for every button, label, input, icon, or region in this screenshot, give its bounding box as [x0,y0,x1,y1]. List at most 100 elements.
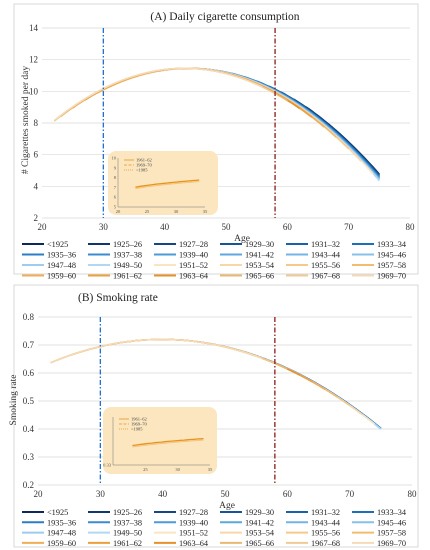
legend-label: 1961–62 [113,272,142,281]
inset-x-tick-label: 25 [145,209,150,214]
panel-b-y-tick-labels: 0.2 0.3 0.4 0.5 0.6 0.7 0.8 [23,312,35,490]
panel-a-x-axis-label: Age [234,234,250,244]
inset-legend-label: <1985 [131,427,143,432]
legend-label: 1933–34 [377,240,407,249]
inset-y-tick-label: 0.33 [103,463,112,468]
panel-b-legend: <1925 1925–26 1927–28 1929–30 1931–32 1933–34… [22,508,407,548]
legend-label: 1941–42 [245,251,274,260]
x-tick-label: 40 [160,222,170,232]
inset-y-tick-label: 5 [114,205,117,210]
y-tick-label: 0.7 [23,340,35,350]
legend-label: 1941–42 [245,518,274,527]
inset-y-tick-label: 9 [114,165,117,170]
y-tick-label: 8 [34,118,39,128]
legend-label: 1931–32 [311,240,340,249]
x-tick-label: 70 [344,222,354,232]
legend-label: 1925–26 [113,240,142,249]
panel-b-y-axis-label: Smoking rate [9,375,19,426]
inset-curve [135,179,200,188]
legend-label: 1947–48 [47,529,76,538]
inset-y-tick-label: 8 [114,175,117,180]
x-tick-label: 60 [283,489,293,499]
inset-legend-label: 1969–70 [131,422,148,427]
legend-label: 1955–56 [311,529,340,538]
inset-x-tick-label: 30 [174,209,179,214]
y-tick-label: 10 [29,86,39,96]
inset-y-tick-label: 7 [114,185,117,190]
legend-label: 1957–58 [377,261,406,270]
inset-x-tick-label: 20 [116,209,121,214]
inset-y-tick-label: 6 [114,195,117,200]
legend-label: 1959–60 [47,539,76,548]
legend-label: 1933–34 [377,508,407,517]
legend-label: 1951–52 [179,529,208,538]
legend-label: 1939–40 [179,251,208,260]
legend-label: 1947–48 [47,261,76,270]
y-tick-label: 14 [29,23,39,33]
x-tick-label: 30 [99,222,109,232]
legend-label: 1929–30 [245,508,274,517]
legend-label: 1953–54 [245,529,275,538]
inset-curve-secondary [135,181,200,190]
x-tick-label: 60 [283,222,293,232]
inset-legend-label: 1961–62 [136,158,152,163]
legend-label: 1943–44 [311,518,341,527]
y-tick-label: 4 [34,181,39,191]
panel-a-title: (A) Daily cigarette consumption [150,11,299,23]
legend-label: 1945–46 [377,518,406,527]
inset-legend-label: 1969–70 [136,163,153,168]
legend-label: 1963–64 [179,539,209,548]
legend-label: 1961–62 [113,539,142,548]
panel-b-title: (B) Smoking rate [78,292,158,304]
legend-label: 1969–70 [377,272,406,281]
legend-label: 1969–70 [377,539,406,548]
panel-b-x-tick-labels: 20 30 40 50 60 70 80 [34,489,418,499]
legend-label: <1925 [47,508,68,517]
legend-label: 1955–56 [311,261,340,270]
legend-label: 1959–60 [47,272,76,281]
legend-label: 1949–50 [113,261,142,270]
x-tick-label: 70 [345,489,355,499]
y-tick-label: 12 [29,55,38,65]
legend-label: 1925–26 [113,508,142,517]
x-tick-label: 80 [408,489,418,499]
inset-curve-secondary [132,439,204,448]
legend-label: 1937–38 [113,518,142,527]
legend-label: 1935–36 [47,251,76,260]
legend-label: 1965–66 [245,272,274,281]
y-tick-label: 0.3 [23,452,35,462]
legend-label: 1965–66 [245,539,274,548]
legend-label: 1927–28 [179,508,208,517]
y-tick-label: 2 [34,213,39,223]
legend-label: 1943–44 [311,251,341,260]
x-tick-label: 80 [406,222,416,232]
legend-label: 1927–28 [179,240,208,249]
y-tick-label: 6 [34,150,39,160]
inset-legend-label: <1985 [136,168,148,173]
y-tick-label: 0.4 [23,424,35,434]
panel-a-series [53,67,380,182]
y-tick-label: 0.8 [23,312,35,322]
panel-b-reference-lines [99,317,276,485]
legend-label: 1953–54 [245,261,275,270]
panel-b: (B) Smoking rate 0.2 0.3 0.4 0.5 0.6 0.7 0.8 2… [9,284,419,548]
x-tick-label: 50 [221,489,231,499]
legend-label: 1939–40 [179,518,208,527]
legend-label: 1951–52 [179,261,208,270]
x-tick-label: 20 [34,489,44,499]
x-tick-label: 30 [96,489,106,499]
x-tick-label: 50 [222,222,232,232]
series-line-1969–70 [53,67,264,121]
inset-x-tick-label: 30 [175,467,180,472]
panel-a-y-tick-labels: 2 4 6 8 10 12 14 [29,23,39,223]
series-line-1969–70 [50,338,263,364]
x-tick-label: 20 [38,222,48,232]
legend-label: 1963–64 [179,272,209,281]
inset-legend-label: 1961–62 [131,417,147,422]
y-tick-label: 0.5 [23,396,35,406]
panel-a-y-axis-label: # Cigarettes smoked per day [21,66,31,174]
legend-label: 1949–50 [113,529,142,538]
inset-x-tick-label: 35 [203,209,208,214]
